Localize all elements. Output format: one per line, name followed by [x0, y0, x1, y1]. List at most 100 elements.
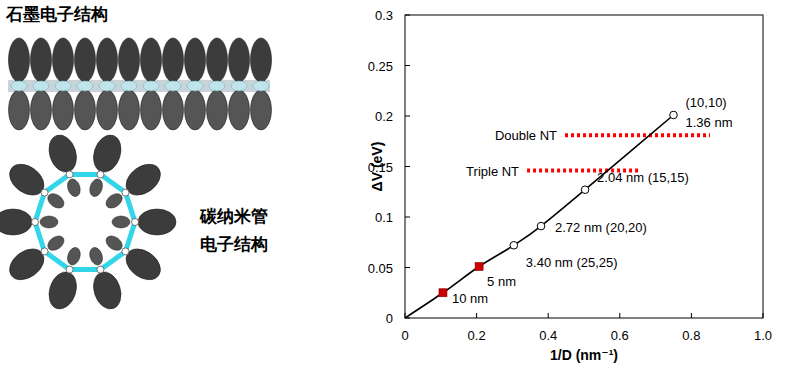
x-tick	[476, 313, 477, 318]
graphite-orbitals	[8, 38, 272, 130]
point	[581, 186, 589, 194]
graphite-lobe-top	[31, 38, 52, 82]
x-tick	[691, 313, 692, 318]
nanotube-lobe-outer	[0, 209, 32, 235]
graphite-lobe-bottom	[9, 90, 30, 130]
point-label: 1.36 nm	[686, 115, 733, 130]
graphite-lobe-top	[9, 38, 30, 82]
graphite-lobe-bottom	[141, 90, 162, 130]
point	[439, 289, 447, 297]
nanotube-node	[97, 171, 104, 178]
nanotube-lobe-outer	[120, 158, 166, 201]
point	[670, 111, 678, 119]
y-tick-label: 0.1	[375, 210, 393, 225]
x-tick-label: 0.6	[611, 328, 629, 343]
reference-label: Double NT	[495, 128, 557, 143]
nanotube-lobe-inner	[65, 177, 82, 198]
point-label: 3.40 nm (25,25)	[526, 255, 618, 270]
marks	[405, 111, 710, 318]
y-tick	[405, 15, 410, 16]
nanotube-lobe-outer	[4, 158, 50, 201]
graphite-label: 石墨电子结构	[5, 5, 108, 24]
point-label: 10 nm	[452, 291, 488, 306]
graphite-node	[33, 81, 49, 91]
graphite-lobe-top	[75, 38, 96, 82]
point-label: (10,10)	[686, 95, 727, 110]
graphite-lobe-bottom	[251, 90, 272, 130]
nanotube-lobe-inner	[40, 216, 58, 228]
nanotube-node	[41, 248, 48, 255]
y-tick	[405, 217, 410, 218]
nanotube-node	[66, 171, 73, 178]
graphite-node	[99, 81, 115, 91]
nanotube-lobe-inner	[88, 246, 105, 267]
nanotube-node	[132, 219, 139, 226]
point	[475, 262, 483, 270]
graphite-node	[231, 81, 247, 91]
graphite-lobe-bottom	[207, 90, 228, 130]
y-tick-label: 0.25	[368, 59, 393, 74]
graphite-lobe-bottom	[229, 90, 250, 130]
y-tick	[405, 267, 410, 268]
graphite-lobe-bottom	[119, 90, 140, 130]
y-tick	[405, 166, 410, 167]
nanotube-node	[41, 189, 48, 196]
graphite-lobe-top	[119, 38, 140, 82]
nanotube-lobe-inner	[65, 246, 82, 267]
x-tick-label: 1.0	[754, 328, 772, 343]
nanotube-ring	[35, 174, 135, 269]
nanotube-lobe-outer	[45, 268, 81, 312]
page: 石墨电子结构碳纳米管电子结构00.050.10.150.20.250.300.2…	[0, 0, 797, 383]
graphite-lobe-top	[207, 38, 228, 82]
x-axis-title: 1/D (nm⁻¹)	[550, 347, 618, 363]
y-tick-label: 0.05	[368, 261, 393, 276]
graphite-lobe-bottom	[185, 90, 206, 130]
graphite-lobe-bottom	[53, 90, 74, 130]
nanotube-node	[66, 266, 73, 273]
nanotube-label: 电子结构	[200, 235, 268, 254]
graphite-node	[187, 81, 203, 91]
diagram: 石墨电子结构碳纳米管电子结构	[0, 5, 272, 313]
nanotube-lobe-outer	[120, 243, 166, 286]
nanotube-label: 碳纳米管	[199, 207, 268, 226]
nanotube-orbitals	[0, 131, 176, 312]
x-tick	[548, 313, 549, 318]
nanotube-lobe-outer	[138, 209, 176, 235]
graphite-lobe-top	[97, 38, 118, 82]
graphite-lobe-bottom	[97, 90, 118, 130]
graphite-node	[253, 81, 269, 91]
nanotube-lobe-inner	[88, 177, 105, 198]
graphite-lobe-bottom	[75, 90, 96, 130]
nanotube-lobe-outer	[4, 243, 50, 286]
graphite-band	[8, 80, 270, 92]
reference-line	[565, 133, 710, 137]
point	[537, 222, 545, 230]
y-tick	[405, 65, 410, 66]
nanotube-node	[122, 189, 129, 196]
x-tick-label: 0	[401, 328, 408, 343]
graphite-node	[209, 81, 225, 91]
x-tick-label: 0.8	[682, 328, 700, 343]
graphite-node	[121, 81, 137, 91]
curve	[405, 115, 674, 318]
point-label: 5 nm	[487, 274, 516, 289]
x-tick	[619, 313, 620, 318]
graphite-lobe-bottom	[163, 90, 184, 130]
graphite-lobe-top	[251, 38, 272, 82]
y-tick-label: 0.3	[375, 8, 393, 23]
nanotube-lobe-inner	[45, 233, 67, 253]
nanotube-node	[32, 219, 39, 226]
y-axis-title: ΔV (eV)	[369, 142, 385, 192]
point	[510, 241, 518, 249]
graphite-node	[143, 81, 159, 91]
graphite-node	[55, 81, 71, 91]
graphite-lobe-top	[163, 38, 184, 82]
labels: Double NTTriple NT(10,10)1.36 nm2.04 nm …	[452, 95, 733, 306]
graphite-node	[77, 81, 93, 91]
graphite-lobe-top	[185, 38, 206, 82]
y-tick-label: 0	[386, 311, 393, 326]
point-label: 2.04 nm (15,15)	[597, 170, 689, 185]
graphite-lobe-top	[141, 38, 162, 82]
y-tick	[405, 116, 410, 117]
y-tick-label: 0.2	[375, 109, 393, 124]
